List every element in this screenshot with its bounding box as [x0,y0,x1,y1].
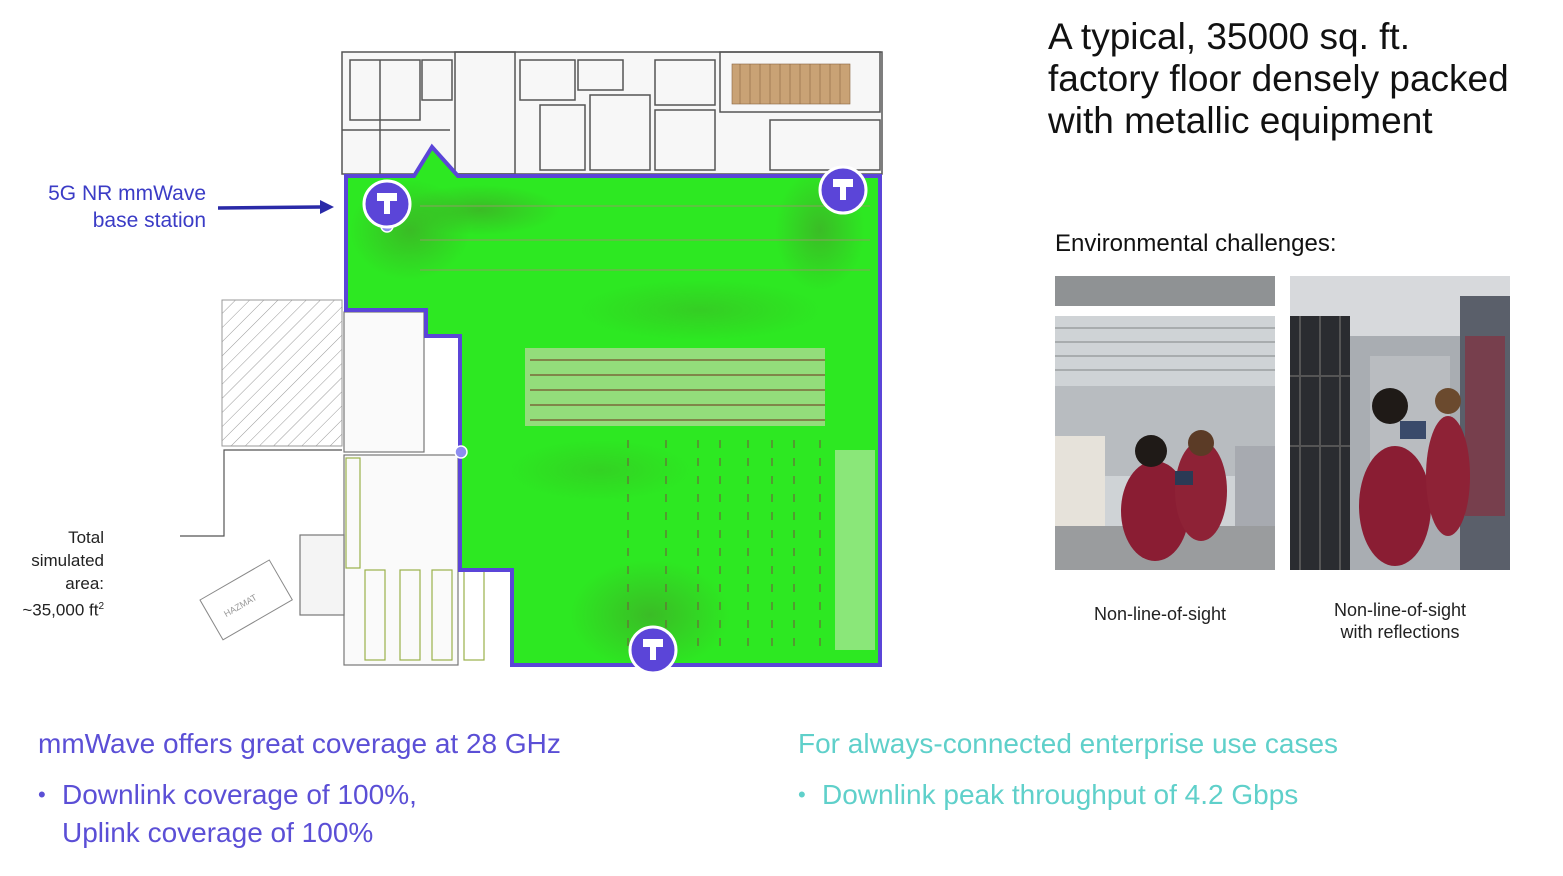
base-station-icon [362,179,412,229]
area-leader-line [180,449,342,537]
bullet-icon: • [38,782,46,807]
photo-caption-nlos-reflections: Non-line-of-sight with reflections [1290,599,1510,643]
area-label-line2: simulated [31,551,104,570]
base-station-label-line2: base station [92,209,206,232]
base-station-icon [628,625,678,675]
bullet-icon: • [798,782,806,807]
area-label-line3: area: [65,574,104,593]
photo-caption-line2: with reflections [1340,622,1460,642]
equipment-racks [731,63,851,105]
photo-caption-nlos: Non-line-of-sight [1055,603,1265,625]
photo-caption-line1: Non-line-of-sight [1333,600,1467,620]
bullet-item: • Downlink coverage of 100%, Uplink cove… [38,776,417,852]
base-station-label: 5G NR mmWave base station [8,180,206,234]
storage-rooms [299,311,485,666]
use-cases-bullets: • Downlink peak throughput of 4.2 Gbps [798,776,1298,814]
arrow-icon [217,200,334,214]
area-label-line4: ~35,000 ft2 [22,600,104,620]
bullet-item: • Downlink peak throughput of 4.2 Gbps [798,776,1298,814]
base-station-label-line1: 5G NR mmWave [48,182,206,205]
hazmat-box: HAZMAT [199,559,293,641]
bullet-line1: Downlink peak throughput of 4.2 Gbps [822,779,1299,810]
area-label-line1: Total [68,528,104,547]
base-station-icon [818,165,868,215]
factory-floor-map: HAZMAT [180,51,883,675]
coverage-bullets: • Downlink coverage of 100%, Uplink cove… [38,776,417,852]
headline: A typical, 35000 sq. ft. factory floor d… [1048,16,1509,141]
hatched-area [221,299,343,447]
marker-dot [454,445,468,459]
coverage-heading: mmWave offers great coverage at 28 GHz [38,728,561,759]
bullet-line1: Downlink coverage of 100%, [62,779,417,810]
photo-nlos-reflections [1290,276,1510,570]
use-cases-heading: For always-connected enterprise use case… [798,728,1339,759]
area-superscript: 2 [98,601,104,612]
production-lines [420,205,875,655]
area-label: Total simulated area: ~35,000 ft2 [0,526,104,622]
photo-caption-line1: Non-line-of-sight [1093,604,1227,624]
environmental-title: Environmental challenges: [1055,230,1337,257]
bullet-line2: Uplink coverage of 100% [62,817,374,848]
photo-nlos [1055,276,1275,570]
